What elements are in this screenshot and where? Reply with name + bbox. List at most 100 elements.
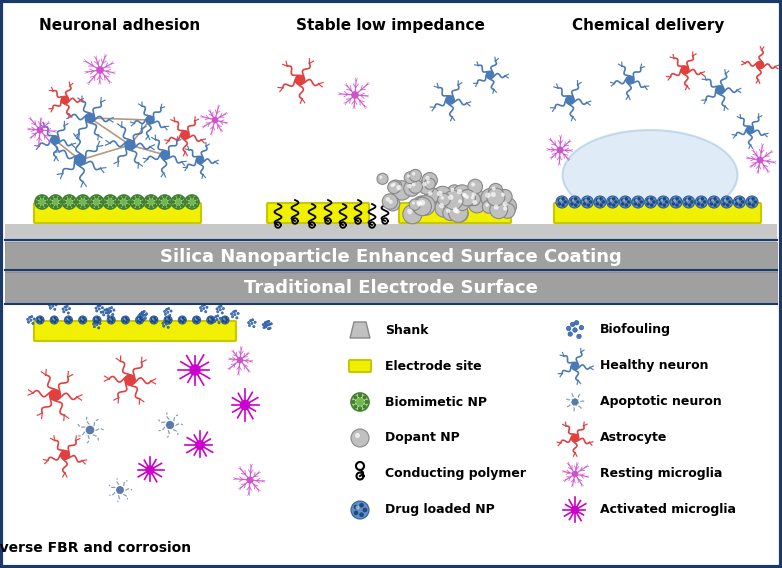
- Circle shape: [206, 306, 208, 308]
- Circle shape: [51, 197, 53, 199]
- Circle shape: [698, 199, 701, 202]
- Circle shape: [102, 314, 105, 316]
- Circle shape: [665, 201, 668, 203]
- Circle shape: [609, 203, 611, 205]
- Circle shape: [647, 199, 651, 202]
- Circle shape: [184, 319, 185, 321]
- Circle shape: [251, 322, 253, 324]
- Circle shape: [365, 400, 368, 403]
- Circle shape: [622, 203, 624, 205]
- Circle shape: [110, 307, 113, 309]
- Circle shape: [651, 198, 653, 200]
- Circle shape: [52, 305, 54, 307]
- Circle shape: [139, 321, 141, 323]
- Circle shape: [167, 204, 170, 207]
- Circle shape: [95, 324, 98, 326]
- Circle shape: [169, 201, 171, 203]
- Circle shape: [596, 199, 598, 201]
- Circle shape: [196, 156, 204, 164]
- Circle shape: [660, 199, 663, 202]
- Circle shape: [143, 319, 145, 321]
- Circle shape: [756, 61, 764, 69]
- Circle shape: [482, 201, 495, 213]
- Circle shape: [144, 314, 146, 316]
- Circle shape: [354, 405, 357, 408]
- Circle shape: [99, 197, 101, 199]
- Circle shape: [98, 327, 100, 329]
- Circle shape: [140, 197, 142, 199]
- Circle shape: [172, 201, 174, 203]
- Circle shape: [462, 193, 465, 197]
- Circle shape: [102, 307, 103, 309]
- Circle shape: [141, 315, 143, 318]
- Circle shape: [386, 197, 400, 211]
- Circle shape: [415, 195, 435, 215]
- Circle shape: [266, 321, 268, 323]
- Circle shape: [182, 201, 185, 203]
- Circle shape: [58, 197, 60, 199]
- Circle shape: [109, 310, 112, 312]
- Text: Neuronal adhesion: Neuronal adhesion: [39, 18, 201, 33]
- Circle shape: [389, 180, 402, 192]
- Circle shape: [721, 196, 733, 208]
- Circle shape: [409, 199, 421, 210]
- Circle shape: [117, 487, 124, 493]
- Circle shape: [411, 182, 415, 186]
- Circle shape: [109, 206, 111, 208]
- Circle shape: [219, 317, 221, 319]
- Circle shape: [493, 204, 499, 210]
- Circle shape: [99, 319, 100, 321]
- Circle shape: [558, 147, 563, 153]
- Circle shape: [182, 321, 184, 323]
- Circle shape: [723, 203, 725, 205]
- Circle shape: [85, 113, 95, 123]
- Circle shape: [136, 206, 138, 208]
- Circle shape: [569, 196, 581, 208]
- Circle shape: [52, 302, 55, 304]
- Circle shape: [41, 196, 43, 198]
- Circle shape: [757, 157, 762, 163]
- Circle shape: [131, 201, 134, 203]
- Circle shape: [135, 199, 141, 205]
- Circle shape: [91, 201, 92, 203]
- Circle shape: [107, 316, 115, 324]
- Circle shape: [216, 319, 218, 320]
- Circle shape: [136, 196, 138, 198]
- Circle shape: [463, 193, 468, 198]
- FancyBboxPatch shape: [399, 203, 511, 223]
- Circle shape: [124, 318, 125, 320]
- Text: Adverse FBR and corrosion: Adverse FBR and corrosion: [0, 541, 191, 555]
- Circle shape: [455, 196, 469, 211]
- Circle shape: [32, 322, 34, 324]
- Circle shape: [164, 313, 167, 315]
- Circle shape: [60, 450, 70, 460]
- Circle shape: [63, 195, 77, 209]
- Circle shape: [175, 199, 181, 205]
- Circle shape: [123, 206, 125, 208]
- Circle shape: [212, 319, 213, 321]
- Circle shape: [199, 307, 202, 309]
- Circle shape: [404, 172, 416, 183]
- Circle shape: [168, 322, 170, 324]
- Circle shape: [572, 399, 578, 405]
- Circle shape: [663, 198, 665, 200]
- Circle shape: [471, 182, 475, 186]
- Circle shape: [208, 318, 210, 319]
- Circle shape: [612, 198, 615, 200]
- Circle shape: [66, 199, 73, 205]
- Circle shape: [192, 316, 200, 324]
- Circle shape: [676, 198, 678, 200]
- Circle shape: [710, 199, 712, 201]
- Circle shape: [577, 334, 581, 339]
- Circle shape: [52, 318, 53, 319]
- Circle shape: [248, 321, 249, 324]
- Circle shape: [168, 321, 170, 323]
- Circle shape: [74, 154, 85, 165]
- Circle shape: [87, 201, 89, 203]
- Circle shape: [681, 66, 689, 74]
- Circle shape: [166, 319, 168, 321]
- Circle shape: [232, 311, 235, 313]
- Circle shape: [237, 312, 239, 315]
- Circle shape: [736, 203, 737, 205]
- Circle shape: [412, 196, 431, 215]
